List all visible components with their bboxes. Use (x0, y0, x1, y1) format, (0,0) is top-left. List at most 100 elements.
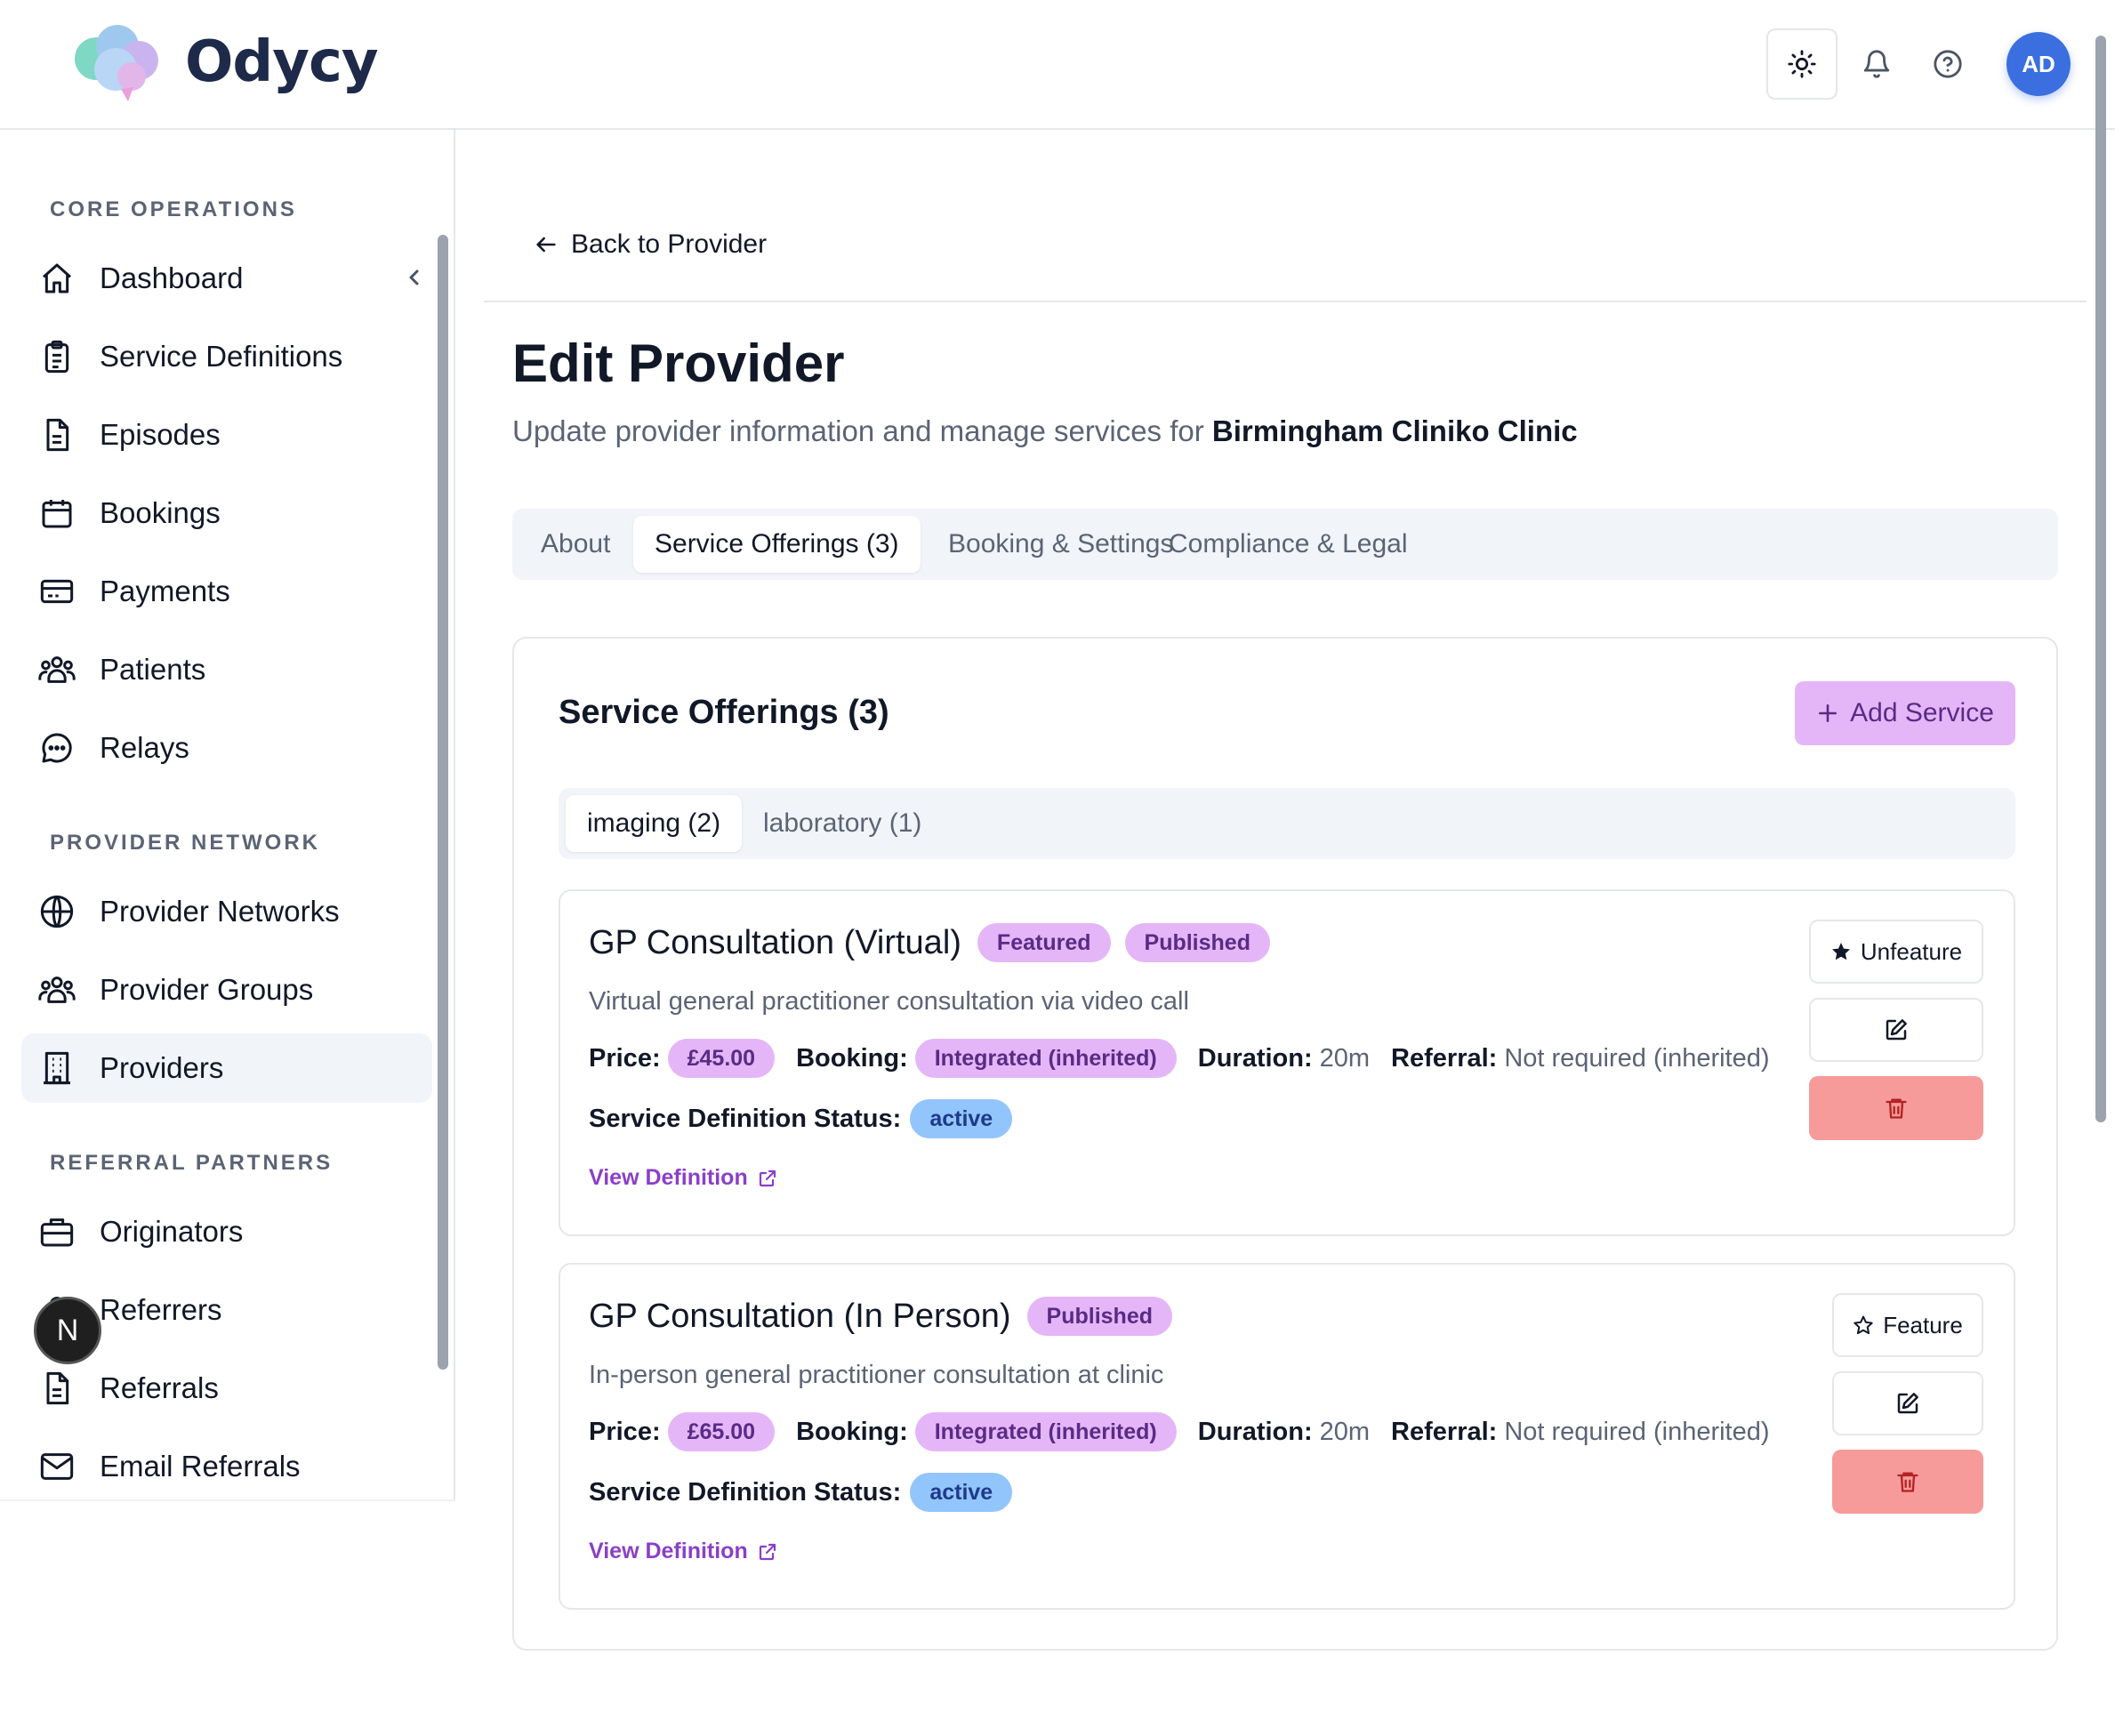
sidebar-item-service-definitions[interactable]: Service Definitions (21, 322, 432, 391)
section-title-referral-partners: REFERRAL PARTNERS (50, 1151, 334, 1175)
sidebar-item-referrals[interactable]: Referrals (21, 1354, 432, 1423)
add-service-button[interactable]: Add Service (1795, 681, 2015, 745)
credit-card-icon (40, 579, 74, 604)
sidebar-item-provider-groups[interactable]: Provider Groups (21, 955, 432, 1025)
notifications-button[interactable] (1841, 28, 1912, 100)
published-badge: Published (1124, 923, 1270, 962)
document-icon (46, 418, 69, 452)
tab-service-offerings[interactable]: Service Offerings (3) (633, 516, 921, 573)
service-card: GP Consultation (Virtual) Featured Publi… (559, 889, 2015, 1236)
help-button[interactable] (1912, 28, 1983, 100)
unfeature-button[interactable]: Unfeature (1809, 920, 1983, 984)
theme-toggle-button[interactable] (1766, 28, 1838, 100)
top-header: Odycy AD (0, 0, 2115, 130)
sidebar-item-label: Provider Groups (100, 973, 314, 1006)
edit-service-button[interactable] (1832, 1371, 1983, 1435)
page-title: Edit Provider (512, 334, 845, 393)
service-offerings-card: Service Offerings (3) Add Service imagin… (512, 637, 2058, 1651)
sidebar-item-originators[interactable]: Originators (21, 1197, 432, 1266)
sidebar-item-label: Bookings (100, 496, 221, 529)
tab-booking-settings[interactable]: Booking & Settings (948, 529, 1174, 559)
feature-button[interactable]: Feature (1832, 1293, 1983, 1357)
sidebar-bottom-edge (0, 1499, 455, 1501)
published-badge: Published (1026, 1297, 1173, 1336)
sidebar-scrollbar[interactable] (438, 235, 448, 1370)
section-title-core-operations: CORE OPERATIONS (50, 197, 297, 221)
status-badge: active (910, 1099, 1013, 1138)
view-definition-link[interactable]: View Definition (589, 1165, 778, 1191)
sidebar-item-label: Providers (100, 1051, 224, 1084)
sidebar-item-label: Dashboard (100, 261, 244, 294)
tab-imaging[interactable]: imaging (2) (566, 795, 743, 852)
booking-label: Booking: (796, 1043, 908, 1073)
sidebar-item-relays[interactable]: Relays (21, 713, 432, 783)
duration-label: Duration: (1197, 1417, 1313, 1446)
section-title-provider-network: PROVIDER NETWORK (50, 831, 321, 855)
users-icon (38, 656, 76, 683)
booking-badge: Integrated (inherited) (914, 1039, 1177, 1078)
sidebar-item-providers[interactable]: Providers (21, 1033, 432, 1103)
star-outline-icon (1854, 1315, 1873, 1335)
price-badge: £45.00 (667, 1039, 776, 1078)
app-name: Odycy (185, 29, 379, 95)
sidebar-item-label: Service Definitions (100, 340, 343, 373)
tab-laboratory[interactable]: laboratory (1) (763, 808, 922, 838)
back-link-label: Back to Provider (571, 229, 768, 259)
collapse-sidebar-button[interactable] (400, 263, 429, 292)
back-to-provider-link[interactable]: Back to Provider (534, 229, 767, 260)
trash-icon (1886, 1098, 1907, 1119)
logo[interactable]: Odycy (69, 20, 379, 105)
status-badge: active (910, 1473, 1013, 1512)
referral-label: Referral: (1391, 1043, 1498, 1073)
view-definition-link[interactable]: View Definition (589, 1539, 778, 1564)
help-circle-icon (1934, 50, 1962, 78)
trash-icon (1897, 1472, 1918, 1492)
sidebar-item-email-referrals[interactable]: Email Referrals (21, 1432, 432, 1501)
sidebar: CORE OPERATIONS Dashboard Service Defini… (0, 130, 455, 1499)
tab-about[interactable]: About (541, 529, 611, 559)
building-icon (44, 1051, 70, 1085)
duration-value: 20m (1319, 1043, 1371, 1073)
document-icon (46, 1371, 69, 1405)
briefcase-icon (40, 1218, 74, 1247)
sidebar-item-dashboard[interactable]: Dashboard (21, 244, 432, 313)
sidebar-item-label: Provider Networks (100, 895, 340, 928)
view-definition-label: View Definition (589, 1539, 748, 1563)
external-link-icon (759, 1169, 776, 1186)
avatar[interactable]: AD (2006, 32, 2071, 96)
sidebar-item-label: Relays (100, 731, 189, 764)
tab-compliance-legal[interactable]: Compliance & Legal (1169, 529, 1408, 559)
edit-icon (1886, 1019, 1907, 1041)
service-name: GP Consultation (Virtual) (589, 923, 961, 961)
sidebar-item-provider-networks[interactable]: Provider Networks (21, 877, 432, 946)
sidebar-item-payments[interactable]: Payments (21, 557, 432, 626)
price-label: Price: (589, 1417, 661, 1446)
duration-label: Duration: (1197, 1043, 1313, 1073)
star-filled-icon (1831, 943, 1850, 960)
service-card: GP Consultation (In Person) Published In… (559, 1263, 2015, 1610)
edit-service-button[interactable] (1809, 998, 1983, 1062)
delete-service-button[interactable] (1832, 1450, 1983, 1514)
sidebar-item-episodes[interactable]: Episodes (21, 400, 432, 470)
service-meta: Price: £65.00 Booking: Integrated (inher… (589, 1412, 1791, 1451)
add-service-label: Add Service (1850, 698, 1994, 727)
featured-badge: Featured (977, 923, 1111, 962)
sidebar-item-bookings[interactable]: Bookings (21, 478, 432, 548)
sidebar-item-label: Referrers (100, 1293, 222, 1326)
definition-status: Service Definition Status: active (589, 1099, 1026, 1138)
delete-service-button[interactable] (1809, 1076, 1983, 1140)
booking-badge: Integrated (inherited) (914, 1412, 1177, 1451)
duration-value: 20m (1319, 1417, 1371, 1446)
floating-assistant-button[interactable]: N (34, 1297, 101, 1364)
referral-label: Referral: (1391, 1417, 1498, 1446)
view-definition-label: View Definition (589, 1165, 748, 1190)
clipboard-icon (44, 340, 69, 374)
main-scrollbar[interactable] (2095, 36, 2106, 1122)
price-label: Price: (589, 1043, 661, 1073)
referral-value: Not required (inherited) (1504, 1043, 1770, 1073)
sidebar-item-patients[interactable]: Patients (21, 635, 432, 704)
sidebar-item-label: Referrals (100, 1371, 219, 1404)
service-meta: Price: £45.00 Booking: Integrated (inher… (589, 1039, 1791, 1078)
users-icon (38, 976, 76, 1003)
subtitle-prefix: Update provider information and manage s… (512, 414, 1204, 447)
